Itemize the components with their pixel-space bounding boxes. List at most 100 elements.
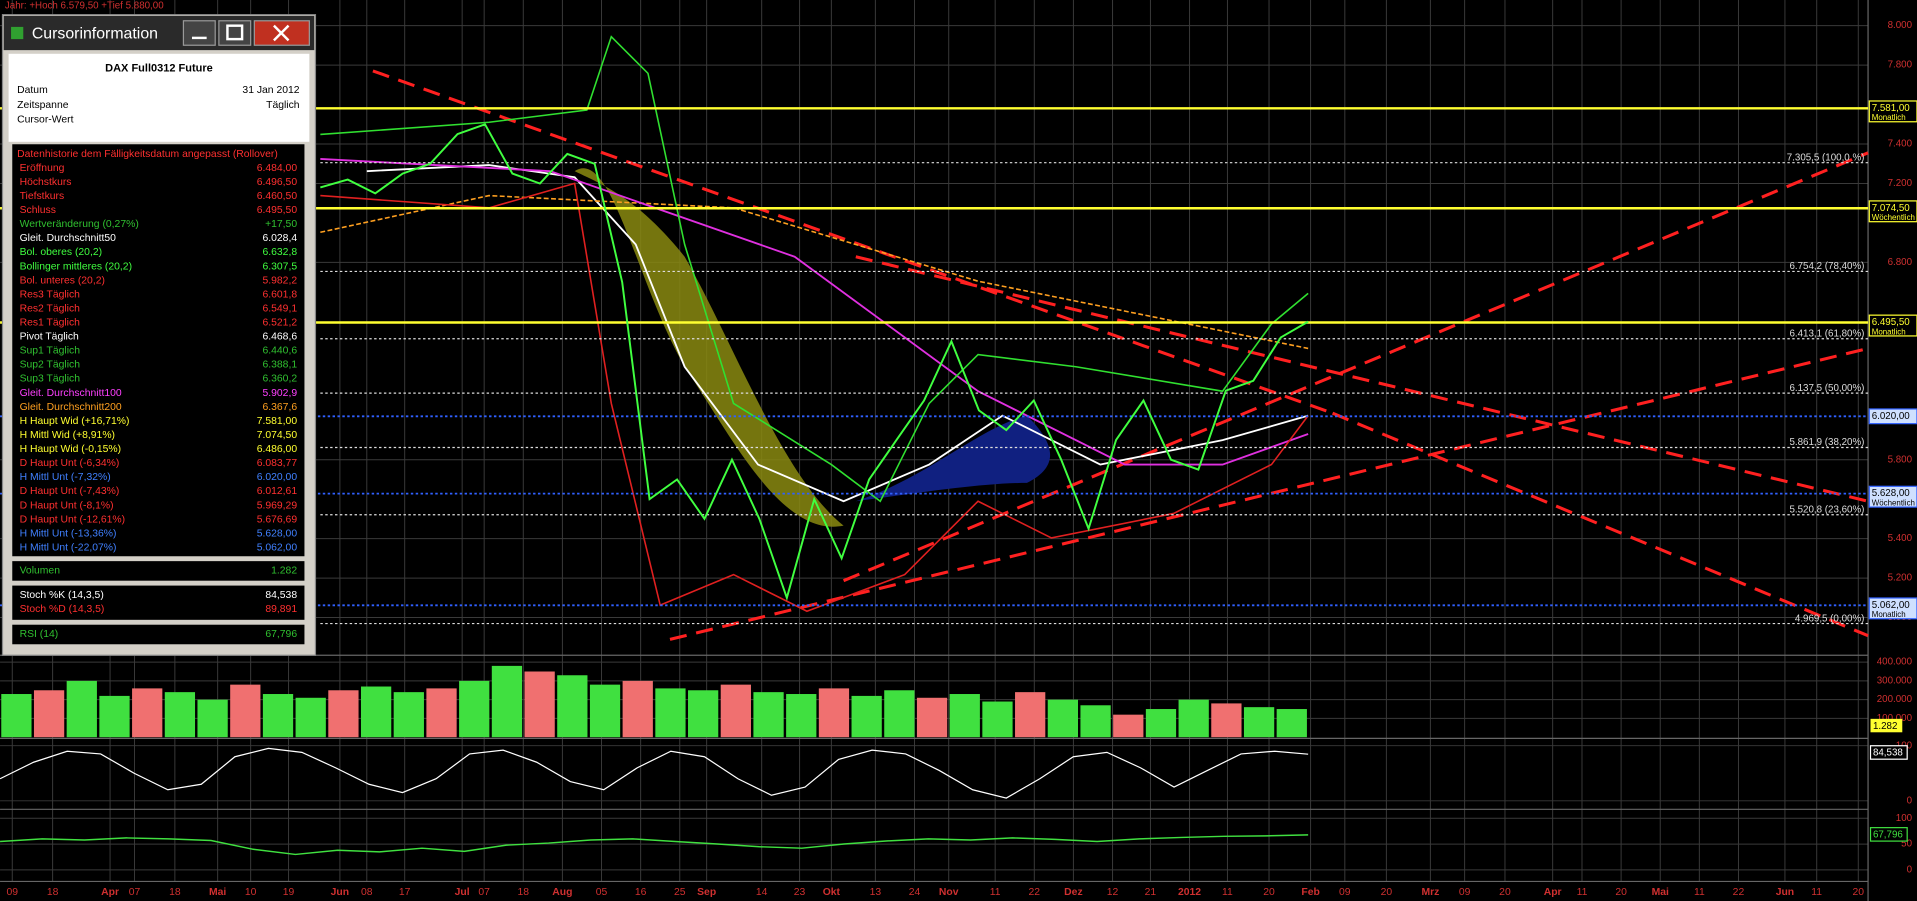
y-tick-label: 5.400 <box>1888 533 1913 544</box>
volume-bar <box>164 692 196 738</box>
price-tag-sub: Monatlich <box>1872 113 1906 122</box>
date-label: Mai <box>1652 887 1669 898</box>
price-tag-text: 7.581,00 <box>1872 103 1911 114</box>
bollinger-lower <box>320 182 1309 613</box>
info-value: 31 Jan 2012 <box>242 85 299 96</box>
volume-box <box>12 561 305 581</box>
volume-bar <box>230 684 261 738</box>
row-value: 89,891 <box>265 604 297 615</box>
row-label: H Haupt Wid (+16,71%) <box>20 416 130 427</box>
date-label: 12 <box>1107 887 1119 898</box>
row-label: H Haupt Wid (-0,15%) <box>20 444 121 455</box>
row-label: RSI (14) <box>20 629 59 640</box>
volume-bar <box>1211 703 1242 738</box>
year-range: Jahr: +Hoch 6.579,50 +Tief 5.880,00 <box>5 1 164 12</box>
row-label: H Mittl Unt (-7,32%) <box>20 472 111 483</box>
date-label: 13 <box>870 887 882 898</box>
date-label: 20 <box>1853 887 1865 898</box>
date-label: 20 <box>1615 887 1627 898</box>
fib-label: 5.520,8 (23,60%) <box>1789 504 1864 515</box>
row-label: Bollinger mittleres (20,2) <box>20 261 132 272</box>
stoch-tag-text: 84,538 <box>1873 748 1903 759</box>
volume-bar <box>753 692 784 738</box>
row-value: 5.969,29 <box>257 500 298 511</box>
row-label: Sup1 Täglich <box>20 346 81 357</box>
volume-bar <box>197 699 228 738</box>
info-list: Datum 31 Jan 2012 Zeitspanne Täglich <box>17 85 300 111</box>
row-label: Res3 Täglich <box>20 289 81 300</box>
y-tick-label: 0 <box>1907 795 1913 806</box>
y-tick-label: 5.800 <box>1888 454 1913 465</box>
row-label: H Mittl Unt (-13,36%) <box>20 528 117 539</box>
row-value: 6.020,00 <box>257 472 298 483</box>
row-value: 84,538 <box>265 590 297 601</box>
minimize-button[interactable] <box>182 20 216 46</box>
row-value: 6.460,50 <box>257 191 298 202</box>
volume-bar <box>818 688 850 738</box>
y-tick-label: 5.200 <box>1888 573 1913 584</box>
rsi-box <box>12 624 305 645</box>
price-tag-sub: Wöchentlich <box>1872 499 1915 508</box>
volume-bar <box>360 686 392 738</box>
row-value: 6.468,6 <box>262 332 297 343</box>
row-value: 6.521,2 <box>262 317 297 328</box>
fib-label: 5.861,9 (38,20%) <box>1789 437 1864 448</box>
row-value: 6.028,4 <box>262 233 297 244</box>
maximize-icon <box>226 24 244 41</box>
date-label: 11 <box>1811 887 1822 898</box>
y-tick-label: 200.000 <box>1877 694 1913 705</box>
price-tag-text: 6.495,50 <box>1872 317 1911 328</box>
row-label: Wertveränderung (0,27%) <box>20 219 139 230</box>
row-value: 6.549,1 <box>262 303 297 314</box>
cloud-area <box>855 415 1051 502</box>
date-label: 22 <box>1029 887 1041 898</box>
volume-bar <box>459 680 490 738</box>
date-label: 2012 <box>1178 887 1201 898</box>
date-label: 21 <box>1145 887 1157 898</box>
volume-bar <box>949 694 980 738</box>
date-label: 09 <box>1339 887 1351 898</box>
row-label: Bol. oberes (20,2) <box>20 247 102 258</box>
date-label: Feb <box>1301 887 1319 898</box>
row-value: 6.484,00 <box>257 163 298 174</box>
date-label: 23 <box>794 887 806 898</box>
date-label: 20 <box>1499 887 1511 898</box>
row-value: 1.282 <box>271 566 297 577</box>
row-value: +17,50 <box>265 219 297 230</box>
date-label: Mrz <box>1421 887 1439 898</box>
date-label: 18 <box>518 887 530 898</box>
row-label: Eröffnung <box>20 163 65 174</box>
date-label: 14 <box>756 887 768 898</box>
date-label: Jun <box>331 887 349 898</box>
date-label: Jun <box>1776 887 1794 898</box>
date-label: 20 <box>1381 887 1393 898</box>
volume-tag <box>1870 718 1903 733</box>
row-label: Pivot Täglich <box>20 332 79 343</box>
row-value: 7.074,50 <box>257 430 298 441</box>
rsi-tag-text: 67,796 <box>1873 830 1903 841</box>
date-label: 24 <box>909 887 921 898</box>
volume-bar <box>1276 709 1307 738</box>
y-tick-label: 7.200 <box>1888 178 1913 189</box>
date-label: 09 <box>1459 887 1471 898</box>
date-label: 22 <box>1733 887 1745 898</box>
row-label: Gleit. Durchschnitt50 <box>20 233 117 244</box>
row-label: Volumen <box>20 566 61 577</box>
price-tag-text: 7.074,50 <box>1872 203 1911 214</box>
volume-bar <box>1145 709 1177 738</box>
fib-label: 6.137,5 (50,00%) <box>1789 383 1864 394</box>
volume-bar <box>1015 692 1046 738</box>
cursor-window[interactable]: Cursorinformation DAX Full0312 Future Da… <box>1 14 317 656</box>
y-tick-label: 7.800 <box>1888 60 1913 71</box>
y-tick-label: 7.400 <box>1888 139 1913 150</box>
row-label: Tiefstkurs <box>20 191 65 202</box>
fib-label: 6.754,2 (78,40%) <box>1789 261 1864 272</box>
row-value: 6.360,2 <box>262 374 297 385</box>
row-label: D Haupt Unt (-12,61%) <box>20 514 126 525</box>
row-label: H Mittl Wid (+8,91%) <box>20 430 115 441</box>
volume-bar <box>655 688 686 738</box>
volume-bar <box>33 690 65 738</box>
volume-tag-text: 1.282 <box>1873 721 1897 732</box>
stoch-box <box>12 585 305 620</box>
